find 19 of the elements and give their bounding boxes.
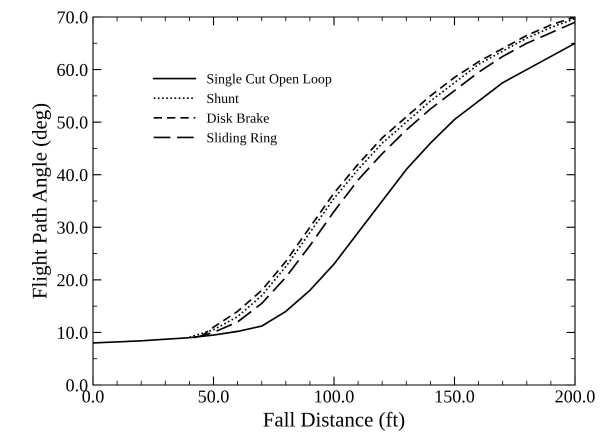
y-tick-label: 30.0 [57, 222, 88, 234]
y-tick-label: 10.0 [58, 326, 88, 339]
x-tick-label: 200.0 [555, 390, 595, 403]
x-tick-label: 50.0 [198, 390, 229, 403]
x-axis-title: Fall Distance (ft) [263, 412, 404, 431]
legend-label: Disk Brake [206, 113, 269, 123]
y-tick-label: 50.0 [58, 116, 88, 129]
x-tick-label: 100.0 [315, 390, 354, 403]
y-tick-label: 40.0 [56, 168, 88, 182]
x-tick-label: 150.0 [436, 390, 474, 403]
legend-label: Shunt [207, 93, 239, 104]
y-tick-label: 60.0 [57, 64, 88, 76]
x-tick-label: 0.0 [82, 390, 104, 403]
y-axis-title: Flight Path Angle (deg) [32, 104, 51, 298]
y-tick-label: 0.0 [66, 379, 88, 392]
y-tick-label: 70.0 [58, 11, 88, 24]
legend-label: Single Cut Open Loop [207, 74, 332, 86]
y-tick-label: 20.0 [57, 274, 88, 286]
legend-label: Sliding Ring [207, 132, 277, 146]
